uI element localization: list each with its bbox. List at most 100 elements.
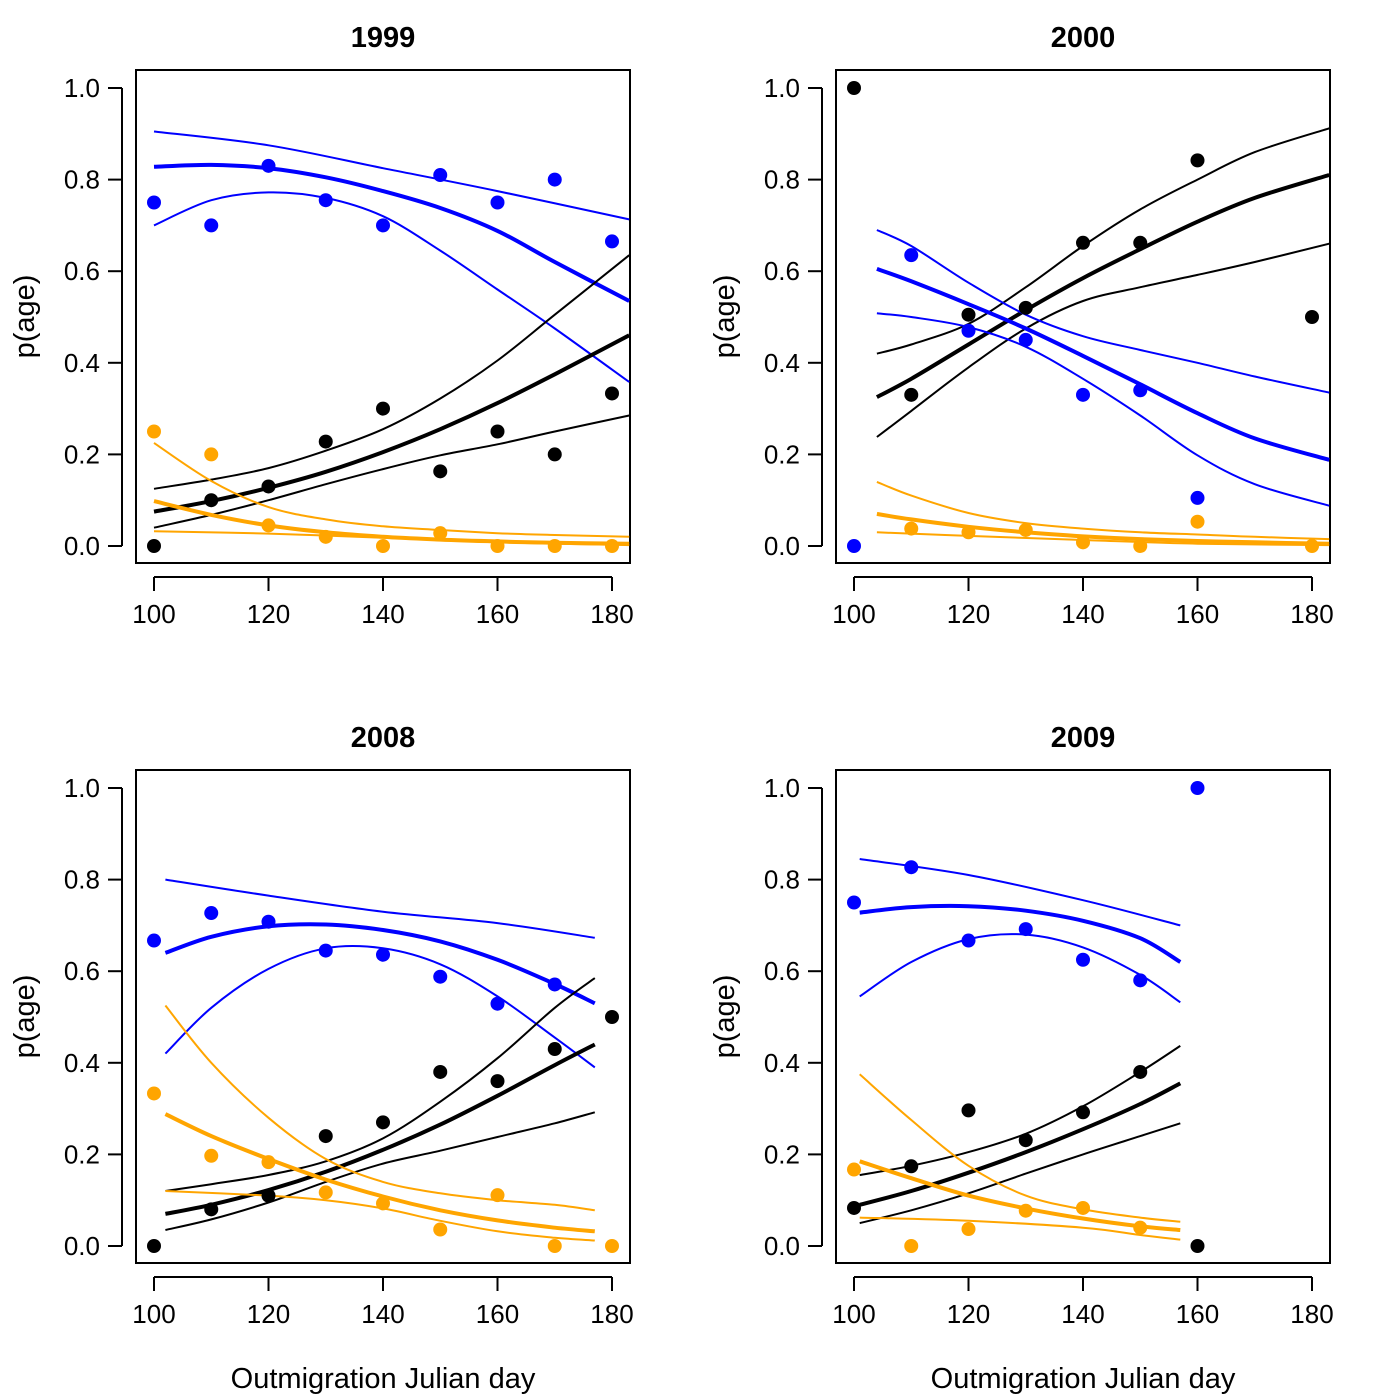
fit-line — [153, 499, 630, 546]
data-point — [1305, 310, 1319, 324]
data-point — [1133, 383, 1148, 398]
ci-lower-line — [876, 242, 1330, 438]
x-tick-label: 140 — [1061, 1299, 1104, 1329]
data-point — [1076, 1105, 1090, 1120]
data-point — [433, 969, 448, 984]
data-point — [490, 424, 505, 439]
x-tick-label: 160 — [476, 599, 519, 629]
data-point — [847, 539, 861, 553]
data-point — [547, 977, 562, 992]
x-axis-label-right: Outmigration Julian day — [931, 1363, 1236, 1395]
data-point — [1133, 1220, 1148, 1235]
x-tick-label: 140 — [361, 599, 404, 629]
fit-line — [876, 267, 1330, 462]
fit-line — [859, 903, 1182, 964]
panel-title: 2000 — [1051, 22, 1116, 54]
data-point — [904, 1159, 919, 1174]
data-point — [318, 193, 333, 208]
ci-upper-line — [165, 977, 596, 1192]
y-tick-label: 0.6 — [764, 956, 800, 986]
data-point — [147, 195, 161, 210]
y-tick-label: 0.0 — [764, 1231, 800, 1261]
ci-lower-line — [859, 933, 1181, 1004]
data-point — [961, 307, 976, 322]
x-tick-label: 180 — [590, 599, 633, 629]
ci-upper-line — [876, 127, 1330, 355]
y-tick-label: 1.0 — [64, 773, 100, 803]
fit-line — [153, 333, 630, 514]
x-tick-label: 120 — [947, 1299, 990, 1329]
data-point — [433, 526, 448, 541]
data-point — [261, 479, 276, 494]
data-point — [1018, 1133, 1033, 1148]
ci-upper-line — [859, 1073, 1181, 1223]
data-point — [1018, 1203, 1033, 1218]
ci-upper-line — [153, 442, 630, 538]
data-point — [1018, 522, 1033, 537]
data-point — [1305, 539, 1319, 553]
y-tick-label: 0.4 — [64, 348, 100, 378]
y-tick-label: 0.2 — [764, 439, 800, 469]
y-tick-label: 1.0 — [764, 773, 800, 803]
y-tick-label: 0.8 — [64, 865, 100, 895]
plot-area — [164, 878, 596, 1242]
y-tick-label: 1.0 — [764, 73, 800, 103]
ci-upper-line — [165, 878, 595, 939]
ci-lower-line — [859, 1122, 1181, 1225]
data-point — [847, 81, 861, 95]
panel-2009: 2009 100 120 140 160 180 0.0 0.2 0.4 0.6 0.8 1.0 p(a… — [709, 722, 1334, 1329]
data-point — [147, 539, 161, 553]
fit-line — [165, 1042, 596, 1216]
data-point — [547, 539, 562, 553]
fit-line — [876, 511, 1330, 546]
data-point — [318, 434, 333, 449]
y-tick-label: 0.2 — [764, 1139, 800, 1169]
x-tick-label: 140 — [361, 1299, 404, 1329]
data-point — [1018, 332, 1033, 347]
x-tick-label: 120 — [247, 599, 290, 629]
data-point — [904, 248, 919, 263]
data-point — [490, 1188, 505, 1203]
y-axis-label: p(age) — [709, 975, 741, 1059]
data-point — [204, 1148, 219, 1163]
data-point — [605, 1239, 619, 1253]
data-point — [204, 218, 219, 233]
fit-line — [859, 1081, 1182, 1207]
panel-1999: 1999 100 120 140 160 180 0.0 0.2 0.4 0.6 0.8 1.0 p(a… — [9, 22, 634, 629]
plot-area — [875, 127, 1330, 547]
data-point — [318, 1185, 333, 1200]
ci-upper-line — [876, 480, 1330, 541]
x-tick-label: 160 — [1176, 599, 1219, 629]
ci-lower-line — [165, 1111, 596, 1231]
data-point — [904, 1239, 919, 1253]
y-tick-label: 0.8 — [64, 165, 100, 195]
data-point — [1018, 300, 1033, 315]
data-point — [1133, 1064, 1148, 1079]
plot-frame — [135, 769, 631, 1264]
data-point — [433, 1222, 448, 1237]
panel-title: 2009 — [1051, 722, 1116, 754]
plot-area — [859, 858, 1182, 1241]
plot-frame — [835, 69, 1331, 564]
y-tick-label: 0.8 — [764, 865, 800, 895]
data-point — [261, 1188, 276, 1203]
data-point — [1133, 973, 1148, 988]
data-point — [547, 447, 562, 462]
data-point — [1133, 539, 1148, 553]
x-tick-label: 100 — [832, 599, 875, 629]
data-point — [261, 914, 276, 929]
plot-frame — [835, 769, 1331, 1264]
x-tick-label: 180 — [590, 1299, 633, 1329]
x-tick-label: 120 — [947, 599, 990, 629]
fit-line — [164, 922, 596, 1006]
x-tick-label: 100 — [832, 1299, 875, 1329]
data-point — [204, 906, 219, 921]
data-point — [433, 464, 448, 479]
data-point — [961, 525, 976, 540]
data-point — [376, 1115, 390, 1130]
y-tick-label: 0.4 — [764, 1048, 800, 1078]
data-point — [904, 521, 919, 536]
data-point — [961, 1103, 976, 1118]
data-point — [605, 1010, 619, 1024]
panel-2008: 2008 100 120 140 160 180 0.0 0.2 0.4 0.6 0.8 1.0 p(a… — [9, 722, 634, 1329]
